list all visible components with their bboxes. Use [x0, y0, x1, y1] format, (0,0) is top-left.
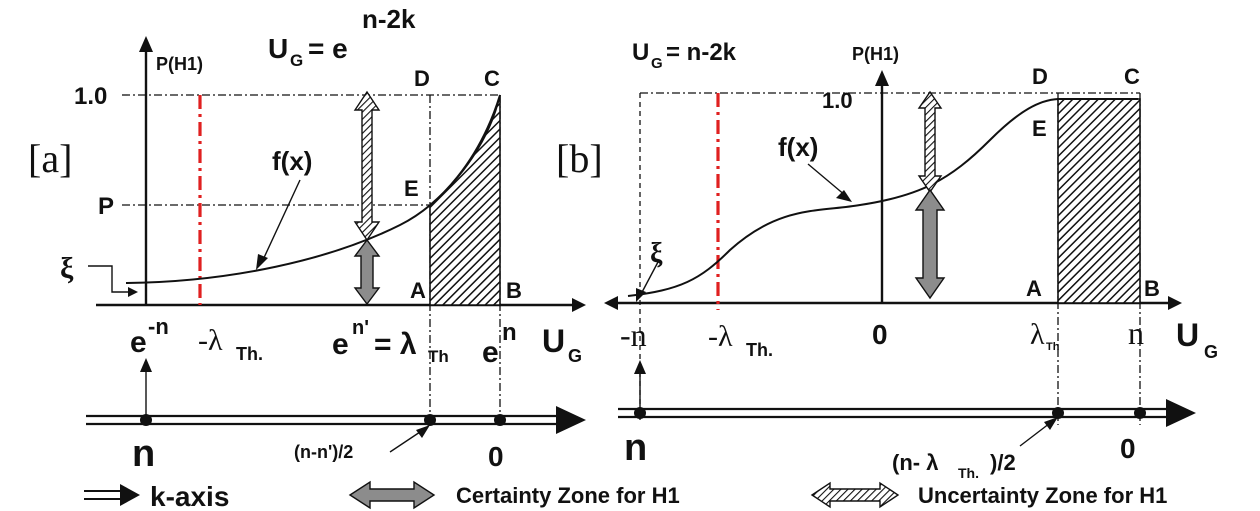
panel-b-fx-pointer	[807, 163, 847, 197]
panel-b-ug-label: U G	[1176, 317, 1218, 362]
svg-text:λ: λ	[1030, 318, 1045, 351]
panel-a-point-b: B	[506, 278, 522, 303]
legend-certainty: Certainty Zone for H1	[456, 483, 680, 508]
panel-b-certainty-arrow	[914, 188, 946, 300]
panel-a-fx-label: f(x)	[272, 146, 312, 176]
panel-b-k-mid: (n- λ Th. )/2	[892, 450, 1016, 481]
legend-uncertainty: Uncertainty Zone for H1	[918, 483, 1167, 508]
svg-text:e: e	[130, 326, 147, 359]
svg-text:-λ: -λ	[198, 324, 223, 357]
panel-b-x-lth: λ Th	[1030, 318, 1060, 353]
svg-text:G: G	[568, 346, 582, 366]
panel-a-x-left: e -n	[130, 314, 169, 359]
panel-a-x-lambda: -λ Th.	[198, 324, 263, 364]
panel-a-k-n: n	[132, 433, 155, 475]
panel-a-xi-pointer	[88, 265, 132, 293]
panel-b-point-b: B	[1144, 276, 1160, 301]
panel-b-yaxis-label: P(H1)	[852, 44, 899, 64]
panel-b-fx-label: f(x)	[778, 132, 818, 162]
panel-a-tag: [a]	[28, 136, 72, 181]
svg-text:Th.: Th.	[236, 344, 263, 364]
legend: k-axis Certainty Zone for H1 Uncertainty…	[84, 480, 1167, 511]
panel-a-y-p: P	[98, 193, 114, 220]
panel-b-k-zero: 0	[1120, 433, 1136, 464]
panel-b-uncertainty-arrow	[917, 90, 943, 194]
svg-text:G: G	[1204, 342, 1218, 362]
svg-text:U: U	[542, 323, 565, 359]
svg-text:n': n'	[352, 317, 369, 339]
panel-b-k-axis	[618, 399, 1196, 427]
panel-a-k-mid: (n-n')/2	[294, 442, 353, 462]
svg-text:Th: Th	[428, 347, 449, 366]
panel-a-fx-pointer	[261, 179, 301, 263]
panel-a-point-d: D	[414, 66, 430, 91]
svg-text:-n: -n	[148, 314, 169, 339]
svg-text:= e: = e	[308, 33, 348, 64]
panel-b-point-e: E	[1032, 116, 1047, 141]
svg-text:e: e	[332, 328, 349, 361]
svg-text:)/2: )/2	[990, 450, 1016, 475]
panel-b-tag: [b]	[556, 136, 603, 181]
panel-a-uncertainty-arrow	[353, 90, 381, 242]
panel-a-yaxis-label: P(H1)	[156, 54, 203, 74]
svg-text:= λ: = λ	[374, 328, 417, 361]
panel-a-y-one: 1.0	[74, 83, 107, 110]
legend-k-axis-symbol	[84, 484, 140, 506]
panel-b-x-right: n	[1128, 315, 1144, 351]
legend-k-axis: k-axis	[150, 481, 229, 511]
panel-b-y-one: 1.0	[822, 88, 853, 113]
svg-text:n: n	[502, 319, 517, 346]
legend-uncertainty-symbol	[810, 481, 900, 509]
panel-a-xi: ξ	[60, 252, 74, 285]
panel-b-xi: ξ	[650, 238, 663, 269]
svg-text:(n- λ: (n- λ	[892, 450, 938, 475]
svg-text:U: U	[632, 39, 649, 66]
svg-text:G: G	[651, 55, 663, 72]
panel-a: [a] P(H1) U G = e n-2k 1.0 P ξ f(x) D C …	[28, 4, 586, 475]
svg-text:n-2k: n-2k	[362, 4, 416, 34]
panel-b-xi-pointer	[639, 261, 659, 297]
panel-b-f-curve	[627, 98, 1138, 297]
svg-text:Th: Th	[1046, 341, 1060, 353]
panel-a-k-axis	[86, 406, 586, 434]
svg-text:Th.: Th.	[958, 465, 979, 481]
legend-certainty-symbol	[348, 480, 436, 510]
svg-text:-λ: -λ	[708, 320, 733, 353]
svg-text:U: U	[1176, 317, 1199, 353]
panel-b-x-zero: 0	[872, 319, 888, 350]
panel-b-x-left: -n	[620, 317, 647, 353]
panel-b-point-d: D	[1032, 64, 1048, 89]
svg-text:Th.: Th.	[746, 340, 773, 360]
panel-a-point-c: C	[484, 66, 500, 91]
panel-b-x-lambda: -λ Th.	[708, 320, 773, 360]
svg-text:e: e	[482, 336, 499, 369]
panel-a-ug-label: U G	[542, 323, 582, 366]
panel-b-equation: U G = n-2k	[632, 39, 737, 72]
svg-text:= n-2k: = n-2k	[666, 39, 737, 66]
panel-a-x-right: e n	[482, 319, 517, 369]
svg-text:U: U	[268, 33, 288, 64]
panel-a-f-curve	[125, 94, 501, 284]
panel-b-k-n: n	[624, 427, 647, 469]
panel-a-certainty-arrow	[353, 238, 381, 306]
panel-b-hatched-region	[1057, 98, 1141, 304]
panel-a-x-mid: e n' = λ Th	[332, 317, 449, 366]
panel-b-point-c: C	[1124, 64, 1140, 89]
svg-text:G: G	[290, 51, 303, 70]
panel-b: [b] P(H1) U G = n-2k 1.0 ξ f(x) D C E A …	[556, 39, 1218, 481]
panel-a-k-zero: 0	[488, 441, 504, 472]
panel-b-point-a: A	[1026, 276, 1042, 301]
panel-a-point-a: A	[410, 278, 426, 303]
panel-a-hatched-region	[429, 94, 501, 306]
panel-a-point-e: E	[404, 176, 419, 201]
panel-a-equation: U G = e n-2k	[268, 4, 416, 70]
